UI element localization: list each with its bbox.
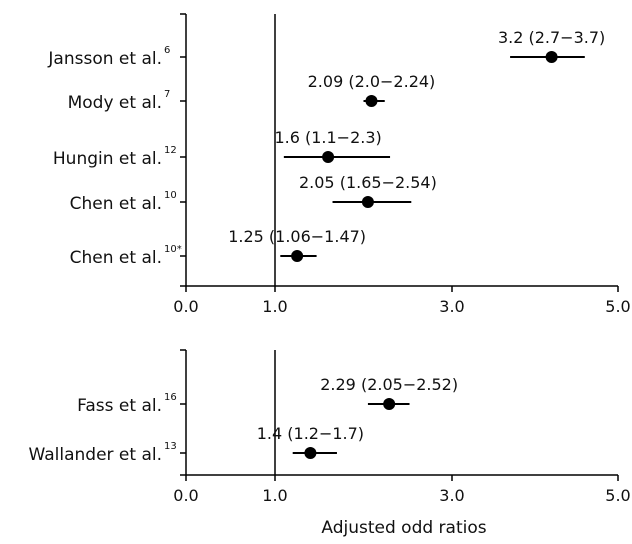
x-tick-label: 3.0 [439,297,464,316]
forest-row: Wallander et al. 13 1.4 (1.2−1.7) [29,424,365,465]
x-tick-label: 0.0 [173,486,198,505]
forest-row: Hungin et al. 12 1.6 (1.1−2.3) [53,128,391,169]
study-label: Chen et al. [70,248,162,268]
forest-row: Chen et al. 10 2.05 (1.65−2.54) [70,173,437,214]
point-estimate [291,250,304,262]
point-estimate [322,151,335,163]
forest-row: Fass et al. 16 2.29 (2.05−2.52) [77,375,458,416]
study-superscript: 10* [164,244,182,255]
study-superscript: 6 [164,45,170,56]
estimate-label: 1.25 (1.06−1.47) [228,227,366,246]
x-tick-label: 5.0 [605,297,630,316]
estimate-label: 3.2 (2.7−3.7) [498,28,605,47]
study-label: Hungin et al. [53,149,162,169]
study-label: Mody et al. [68,93,162,113]
point-estimate [545,51,558,63]
point-estimate [365,95,378,107]
estimate-label: 2.05 (1.65−2.54) [299,173,437,192]
x-tick-label: 1.0 [262,486,287,505]
x-tick-label: 1.0 [262,297,287,316]
point-estimate [304,447,317,459]
study-superscript: 10 [164,190,177,201]
study-label: Jansson et al. [47,49,162,69]
study-superscript: 16 [164,392,177,403]
study-superscript: 12 [164,145,177,156]
study-superscript: 7 [164,89,170,100]
x-axis-title: Adjusted odd ratios [321,518,486,538]
study-label: Fass et al. [77,396,162,416]
forest-panel-top: 0.0 1.0 3.0 5.0 Jansson et al. 6 3.2 (2.7−3.7)… [47,13,631,316]
point-estimate [383,398,396,410]
forest-panel-bottom: 0.0 1.0 3.0 5.0 Fass et al. 16 2.29 (2.05−2.52… [29,349,631,505]
estimate-label: 1.6 (1.1−2.3) [274,128,381,147]
study-label: Wallander et al. [29,445,163,465]
forest-row: Mody et al. 7 2.09 (2.0−2.24) [68,72,436,113]
forest-row: Chen et al. 10* 1.25 (1.06−1.47) [70,227,366,268]
x-tick-label: 5.0 [605,486,630,505]
study-superscript: 13 [164,441,177,452]
forest-row: Jansson et al. 6 3.2 (2.7−3.7) [47,28,605,69]
point-estimate [361,196,374,208]
estimate-label: 1.4 (1.2−1.7) [257,424,364,443]
study-label: Chen et al. [70,194,162,214]
x-tick-label: 0.0 [173,297,198,316]
estimate-label: 2.09 (2.0−2.24) [308,72,436,91]
estimate-label: 2.29 (2.05−2.52) [320,375,458,394]
x-tick-label: 3.0 [439,486,464,505]
